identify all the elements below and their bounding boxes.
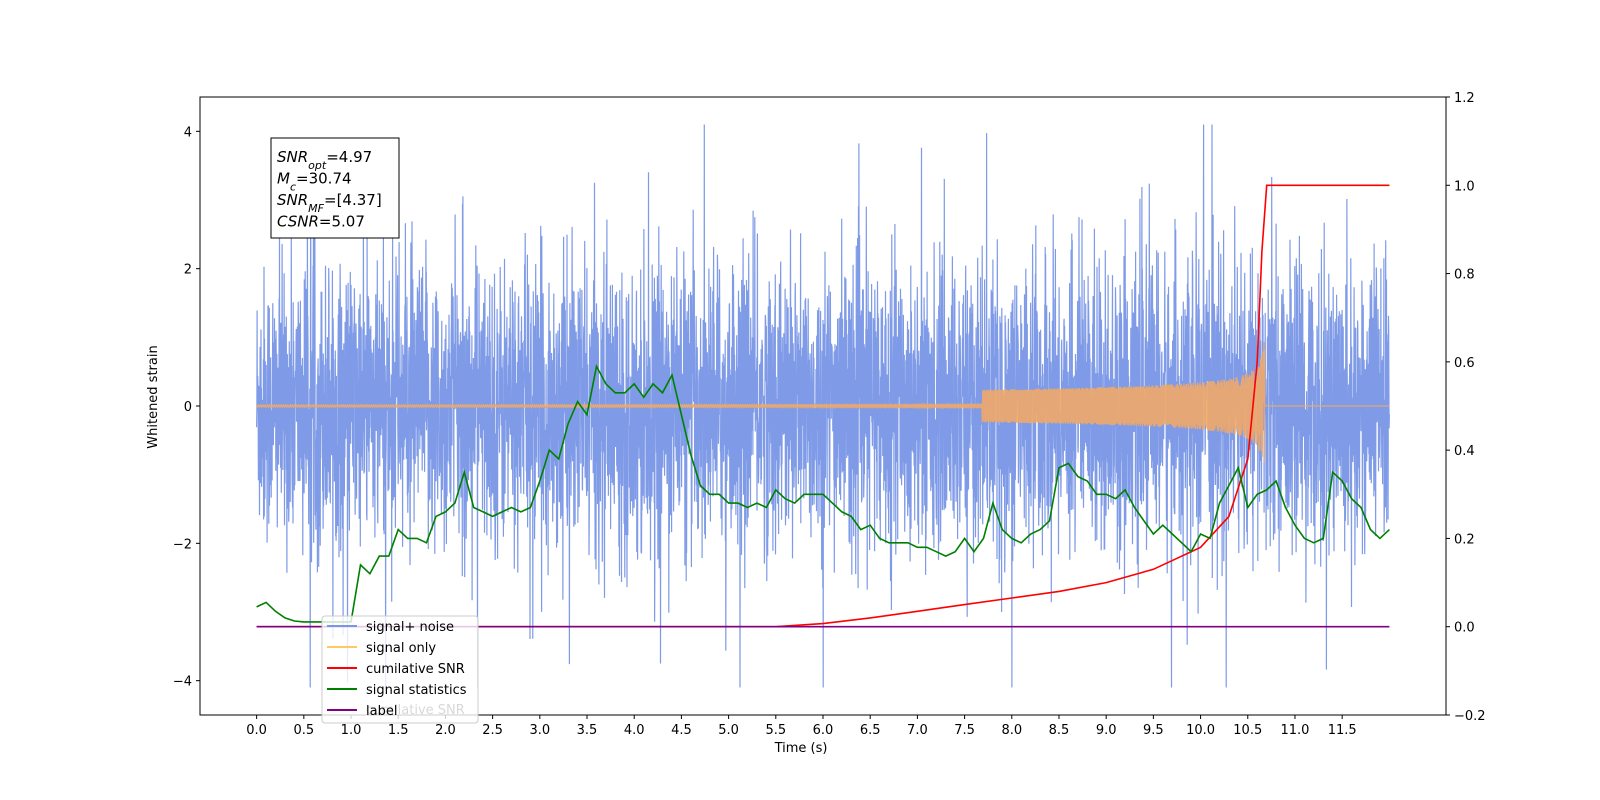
legend-label: signal+ noise <box>366 620 454 635</box>
x-tick-label: 3.0 <box>529 723 550 738</box>
x-tick-label: 7.0 <box>907 723 928 738</box>
x-tick-label: 4.0 <box>624 723 645 738</box>
x-tick-label: 8.0 <box>1001 723 1022 738</box>
y-tick-label: 0 <box>184 400 192 415</box>
y2-tick-label: 1.0 <box>1454 179 1475 194</box>
x-tick-label: 2.0 <box>435 723 456 738</box>
series-cumilative-snr-line <box>256 184 1390 628</box>
x-tick-label: 7.5 <box>954 723 975 738</box>
annotation-frame <box>270 137 400 239</box>
x-tick-label: 0.0 <box>246 723 267 738</box>
x-tick-label: 9.5 <box>1143 723 1164 738</box>
x-tick-label: 5.5 <box>765 723 786 738</box>
x-tick-label: 2.5 <box>482 723 503 738</box>
annotation-line: SNRopt=4.97 <box>277 148 372 172</box>
y2-tick-label: 0.6 <box>1454 356 1475 371</box>
legend-label: cumilative SNR <box>366 662 465 677</box>
x-tick-label: 6.5 <box>860 723 881 738</box>
x-tick-label: 0.5 <box>293 723 314 738</box>
x-tick-label: 1.5 <box>388 723 409 738</box>
y2-tick-label: 0.0 <box>1454 621 1475 636</box>
legend[interactable]: cumilative SNR signal+ noise signal only cu… <box>321 615 479 724</box>
plot-area <box>256 124 1390 688</box>
axes: 0.0 0.5 1.0 1.5 2.0 2.5 3.0 3.5 4.0 4.5 5.0 5.5 6.0 6… <box>173 91 1486 738</box>
y2-tick-label: 1.2 <box>1454 91 1475 106</box>
x-tick-label: 11.5 <box>1328 723 1357 738</box>
x-tick-label: 11.0 <box>1280 723 1309 738</box>
annotation-line: Mc=30.74 <box>277 170 352 194</box>
legend-frame <box>321 615 479 724</box>
x-tick-label: 6.0 <box>813 723 834 738</box>
x-tick-label: 4.5 <box>671 723 692 738</box>
annotation-line: CSNR=5.07 <box>277 213 365 231</box>
y2-tick-label: −0.2 <box>1454 709 1486 724</box>
x-tick-label: 5.0 <box>718 723 739 738</box>
legend-label: label <box>366 704 397 719</box>
series-signal-only-line <box>256 341 1390 463</box>
y-tick-label: −2 <box>173 537 192 552</box>
x-axis-label: Time (s) <box>774 741 828 756</box>
annotation-line: SNRMF=[4.37] <box>277 191 382 215</box>
x-tick-label: 1.0 <box>341 723 362 738</box>
y2-tick-label: 0.2 <box>1454 532 1475 547</box>
x-tick-label: 3.5 <box>577 723 598 738</box>
x-tick-label: 9.0 <box>1096 723 1117 738</box>
y2-tick-label: 0.4 <box>1454 444 1475 459</box>
y2-tick-label: 0.8 <box>1454 268 1475 283</box>
legend-hidden-label: cumilative SNR <box>366 703 465 718</box>
legend-label: signal only <box>366 641 436 656</box>
series-signal-statistics-line <box>256 363 1390 623</box>
x-tick-label: 8.5 <box>1049 723 1070 738</box>
y-tick-label: 4 <box>184 125 192 140</box>
legend-label: signal statistics <box>366 683 467 698</box>
x-tick-label: 10.5 <box>1233 723 1262 738</box>
y-axis-label: Whitened strain <box>146 345 161 448</box>
x-tick-label: 10.0 <box>1186 723 1215 738</box>
series-signal-noise-line <box>256 124 1390 688</box>
y-tick-label: 2 <box>184 263 192 278</box>
y-tick-label: −4 <box>173 675 192 690</box>
